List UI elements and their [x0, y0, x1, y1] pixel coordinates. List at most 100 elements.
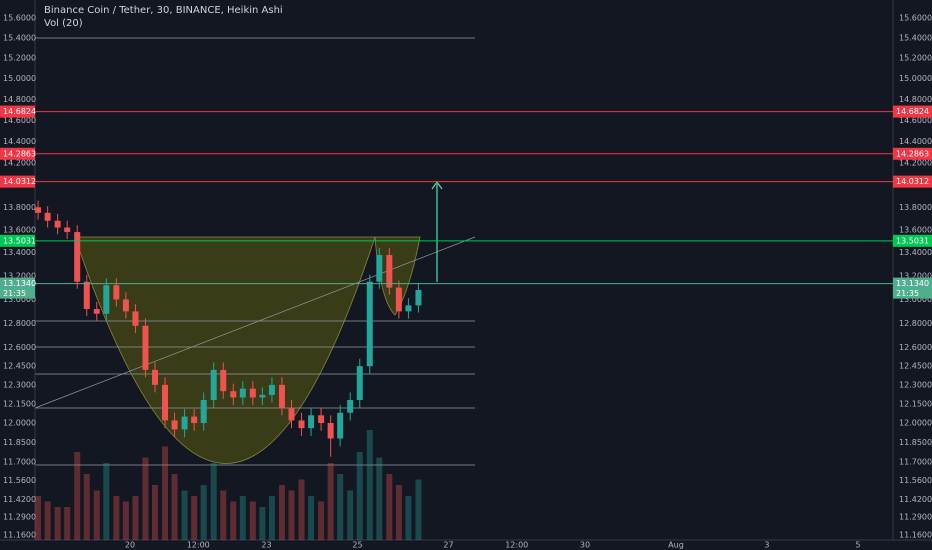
candle-body [356, 366, 363, 401]
candle-body [405, 305, 412, 312]
y-tick-label: 12.3000 [899, 380, 932, 389]
y-tick-label: 11.4200 [899, 495, 932, 504]
y-tick-label: 14.4000 [3, 137, 36, 146]
candle-body [288, 407, 295, 421]
x-tick-label: 27 [443, 541, 453, 550]
x-tick-label: 25 [352, 541, 362, 550]
candle-body [113, 285, 120, 300]
volume-bar [103, 463, 110, 540]
volume-bar [171, 474, 178, 540]
candle-body [142, 325, 149, 370]
y-tick-label: 14.8000 [899, 95, 932, 104]
y-tick-label: 13.0000 [899, 295, 932, 304]
volume-bar [386, 474, 393, 540]
y-tick-label: 12.6000 [899, 343, 932, 352]
candle-body [132, 311, 139, 326]
y-tick-label: 12.1500 [899, 399, 932, 408]
volume-bar [64, 507, 71, 540]
y-tick-label: 12.8000 [899, 319, 932, 328]
volume-bar [268, 496, 275, 540]
volume-bar [152, 485, 159, 540]
candle-body [191, 416, 198, 423]
chart-title: Binance Coin / Tether, 30, BINANCE, Heik… [44, 5, 283, 16]
y-tick-label: 13.2000 [3, 271, 36, 280]
volume-bar [162, 446, 169, 540]
drawings [34, 37, 476, 466]
y-tick-label: 13.4000 [3, 248, 36, 257]
candle-body [259, 394, 266, 398]
x-tick-label: 5 [855, 541, 860, 550]
candle-body [64, 227, 71, 233]
volume-bar [191, 496, 198, 540]
candle-body [249, 388, 256, 398]
y-tick-label: 11.5600 [899, 476, 932, 485]
y-tick-label: 15.2000 [899, 54, 932, 63]
y-tick-label: 12.8000 [3, 319, 36, 328]
y-tick-label: 15.4000 [899, 33, 932, 42]
candle-body [171, 420, 178, 430]
y-tick-label: 15.2000 [3, 54, 36, 63]
x-tick-label: 23 [261, 541, 271, 550]
price-label-bg [0, 175, 35, 188]
candle-body [122, 299, 129, 312]
candle-body [93, 308, 100, 314]
volume-bar [113, 496, 120, 540]
price-label: 14.2863 [896, 149, 929, 158]
candle-body [162, 384, 169, 421]
candle-body [366, 281, 373, 367]
price-label: 14.0312 [3, 177, 36, 186]
y-tick-label: 15.6000 [899, 14, 932, 23]
price-label: 13.5031 [896, 236, 929, 245]
y-tick-label: 11.1600 [3, 531, 36, 540]
candle-body [308, 415, 315, 429]
volume-bar [356, 452, 363, 540]
y-tick-label: 13.4000 [899, 248, 932, 257]
y-tick-label: 11.7000 [3, 458, 36, 467]
countdown-bg [0, 288, 35, 299]
price-label-bg [893, 234, 932, 247]
volume-bar [181, 490, 188, 540]
candle-body [230, 391, 237, 398]
candle-body [395, 287, 402, 312]
price-label: 14.6824 [896, 107, 929, 116]
y-tick-label: 12.4500 [899, 362, 932, 371]
candle-body [220, 369, 227, 392]
volume-bar [318, 501, 325, 540]
volume-bar [376, 457, 383, 540]
price-label: 14.6824 [3, 107, 36, 116]
candle-body [181, 416, 188, 430]
price-label-bg [0, 105, 35, 118]
y-tick-label: 12.6000 [3, 343, 36, 352]
volume-bar [35, 496, 42, 540]
candle-body [376, 254, 383, 282]
price-label-bg [893, 105, 932, 118]
y-tick-label: 13.6000 [899, 225, 932, 234]
volume-bar [298, 479, 305, 540]
y-tick-label: 12.1500 [3, 399, 36, 408]
y-tick-label: 11.8500 [3, 438, 36, 447]
volume-bar [337, 474, 344, 540]
candle-body [210, 369, 217, 401]
y-tick-label: 15.0000 [899, 74, 932, 83]
candle-body [44, 212, 51, 221]
y-tick-label: 12.0000 [3, 418, 36, 427]
candle-body [337, 412, 344, 439]
candle-body [200, 400, 207, 423]
volume-bar [259, 507, 266, 540]
countdown: 21:35 [896, 289, 919, 298]
x-tick-label: Aug [668, 541, 684, 550]
candle-body [54, 220, 61, 228]
countdown: 21:35 [3, 289, 26, 298]
price-label-bg [0, 234, 35, 247]
y-tick-label: 13.8000 [899, 203, 932, 212]
candle-body [268, 384, 275, 395]
price-label: 13.1340 [3, 279, 36, 288]
y-tick-label: 14.6000 [899, 116, 932, 125]
y-tick-label: 13.8000 [3, 203, 36, 212]
y-tick-label: 11.1600 [899, 531, 932, 540]
volume-bar [249, 501, 256, 540]
y-tick-label: 11.5600 [3, 476, 36, 485]
y-tick-label: 11.2900 [899, 513, 932, 522]
x-tick-label: 30 [580, 541, 590, 550]
